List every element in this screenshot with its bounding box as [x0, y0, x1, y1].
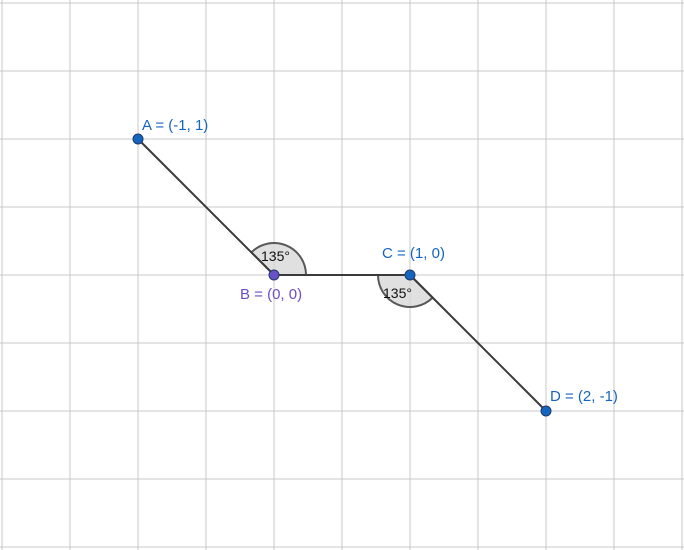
angle-label-c: 135° [383, 285, 412, 301]
segment-cd[interactable] [409, 274, 547, 412]
point-b[interactable] [268, 269, 280, 281]
point-label-a: A = (-1, 1) [142, 117, 208, 134]
point-label-c: C = (1, 0) [382, 245, 445, 262]
point-a[interactable] [132, 133, 144, 145]
point-d[interactable] [540, 405, 552, 417]
point-c[interactable] [404, 269, 416, 281]
angle-label-b: 135° [261, 248, 290, 264]
angle-arc-b [249, 242, 308, 276]
angle-arc-c [376, 274, 435, 308]
segment-ab[interactable] [137, 138, 275, 276]
point-label-b: B = (0, 0) [240, 286, 302, 303]
point-label-d: D = (2, -1) [550, 388, 618, 405]
